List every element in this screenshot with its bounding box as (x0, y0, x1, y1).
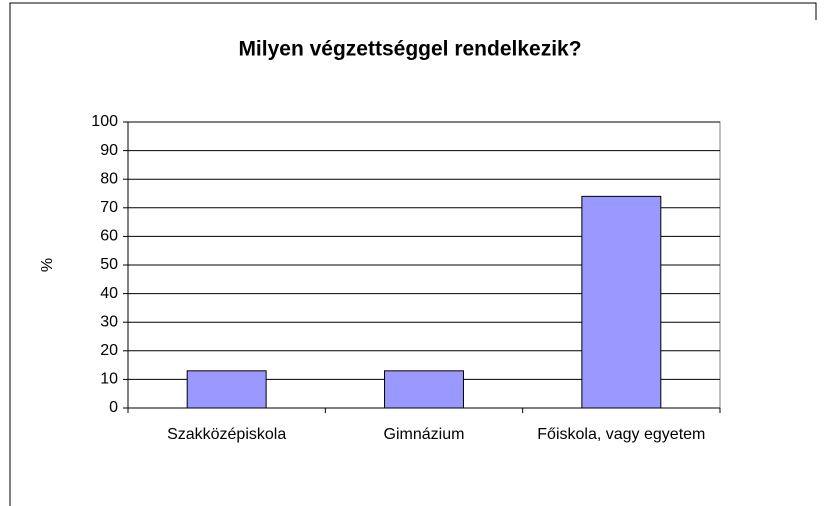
y-tick-label: 90 (100, 142, 118, 159)
y-tick-label: 50 (100, 256, 118, 273)
x-tick-label: Gimnázium (383, 426, 465, 443)
bar (384, 370, 464, 409)
chart-frame (9, 2, 817, 506)
y-tick-label: 10 (100, 371, 118, 388)
y-tick-label: 100 (91, 113, 118, 130)
bar (186, 370, 267, 409)
y-tick-label: 60 (100, 228, 118, 245)
bar (581, 195, 662, 409)
y-tick-label: 40 (100, 285, 118, 302)
y-tick-label: 80 (100, 170, 118, 187)
x-tick-label: Szakközépiskola (167, 426, 287, 443)
y-axis-label: % (39, 258, 56, 272)
y-tick-label: 0 (109, 399, 118, 416)
x-tick-label: Főiskola, vagy egyetem (537, 426, 706, 443)
y-tick-label: 20 (100, 342, 118, 359)
y-tick-label: 70 (100, 199, 118, 216)
y-tick-label: 30 (100, 313, 118, 330)
chart-title: Milyen végzettséggel rendelkezik? (238, 38, 581, 61)
